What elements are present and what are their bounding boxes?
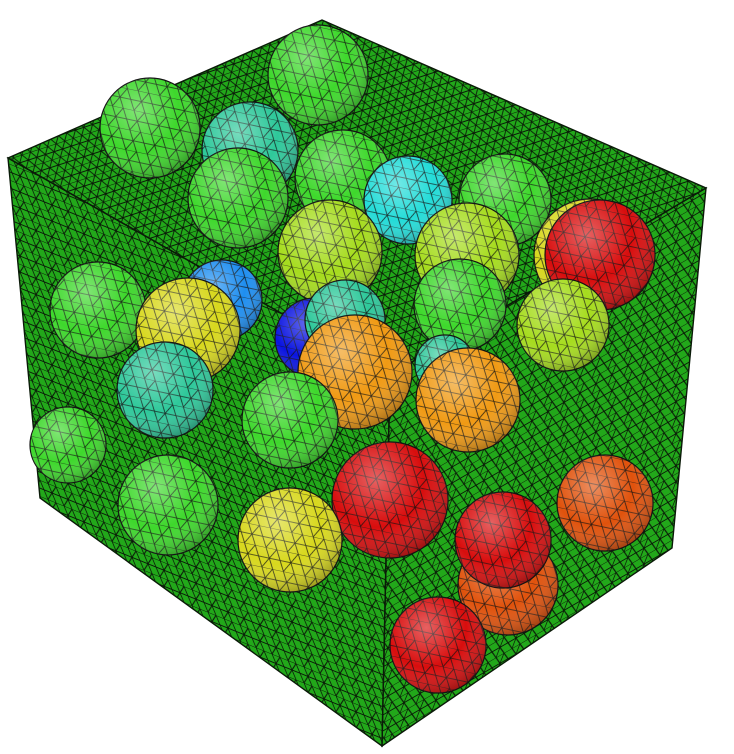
sphere-inclusion-green <box>241 371 339 469</box>
sphere-inclusion-green <box>187 147 289 249</box>
sphere-inclusion-orange <box>297 314 413 430</box>
sphere-inclusion-green <box>49 261 147 359</box>
sphere-inclusion-green <box>29 406 107 484</box>
sphere-inclusion-red <box>331 441 449 559</box>
sphere-inclusion-yellow-green <box>277 199 383 305</box>
sphere-inclusion-green <box>413 258 507 352</box>
sphere-inclusion-orange <box>415 347 521 453</box>
sphere-inclusion-teal <box>116 341 214 439</box>
sphere-inclusion-yellow-green <box>516 278 610 372</box>
sphere-inclusion-yellow <box>237 487 343 593</box>
sphere-inclusion-red <box>389 596 487 694</box>
sphere-inclusion-red <box>454 491 552 589</box>
sphere-inclusion-green <box>267 24 369 126</box>
sphere-inclusion-green <box>99 77 201 179</box>
sphere-inclusion-orange-red <box>556 454 654 552</box>
sphere-inclusion-green <box>117 454 219 556</box>
inclusions <box>29 24 656 694</box>
